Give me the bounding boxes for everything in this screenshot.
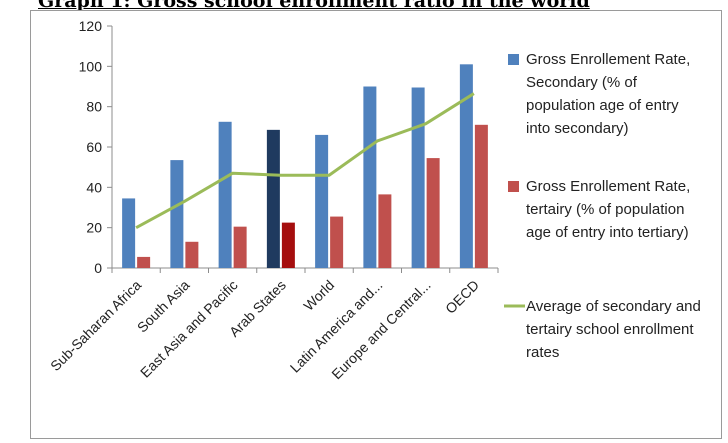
bar-secondary <box>266 129 280 268</box>
legend-swatch <box>508 54 519 65</box>
legend-label: Secondary (% of <box>526 74 638 91</box>
bar-tertiary <box>378 194 392 268</box>
line-average <box>135 92 475 229</box>
y-tick-label: 100 <box>79 58 103 74</box>
legend-swatch <box>508 181 519 192</box>
y-tick-label: 20 <box>86 220 102 236</box>
x-category-label: Sub-Saharan Africa <box>47 277 144 374</box>
bar-secondary <box>459 64 473 268</box>
y-tick-label: 120 <box>79 18 103 34</box>
x-category-label: OECD <box>442 277 482 317</box>
legend-label: Average of secondary and <box>526 298 701 315</box>
y-tick-label: 60 <box>86 139 102 155</box>
bar-tertiary <box>281 222 295 268</box>
legend-label: Gross Enrollement Rate, <box>526 178 690 195</box>
legend-label: age of entry into tertiary) <box>526 224 689 241</box>
bar-tertiary <box>330 216 344 268</box>
bar-tertiary <box>185 241 199 268</box>
bar-secondary <box>411 87 425 268</box>
x-category-label: World <box>300 277 337 314</box>
legend-label: rates <box>526 344 559 361</box>
y-tick-label: 40 <box>86 179 102 195</box>
bar-tertiary <box>233 226 247 268</box>
legend-label: population age of entry <box>526 97 679 114</box>
chart-heading: Graph 1: Gross school enrollment ratio i… <box>38 0 590 12</box>
bar-secondary <box>218 121 232 269</box>
bar-tertiary <box>137 256 151 268</box>
bar-secondary <box>170 160 184 268</box>
legend-label: tertairy school enrollment <box>526 321 694 338</box>
x-category-label: Latin America and... <box>287 277 386 376</box>
bar-secondary <box>315 134 329 268</box>
y-tick-label: 0 <box>94 260 102 276</box>
y-tick-label: 80 <box>86 99 102 115</box>
bar-tertiary <box>474 124 488 268</box>
bar-secondary <box>363 86 377 268</box>
legend-label: into secondary) <box>526 120 629 137</box>
bar-secondary <box>122 198 136 268</box>
x-category-label: Europe and Central... <box>328 277 433 382</box>
chart-frame: 0 20 40 60 80 100 120 Sub-Saharan Africa South A… <box>30 10 722 439</box>
bar-tertiary <box>426 158 440 268</box>
legend-label: Gross Enrollement Rate, <box>526 51 690 68</box>
legend-label: tertairy (% of population <box>526 201 684 218</box>
